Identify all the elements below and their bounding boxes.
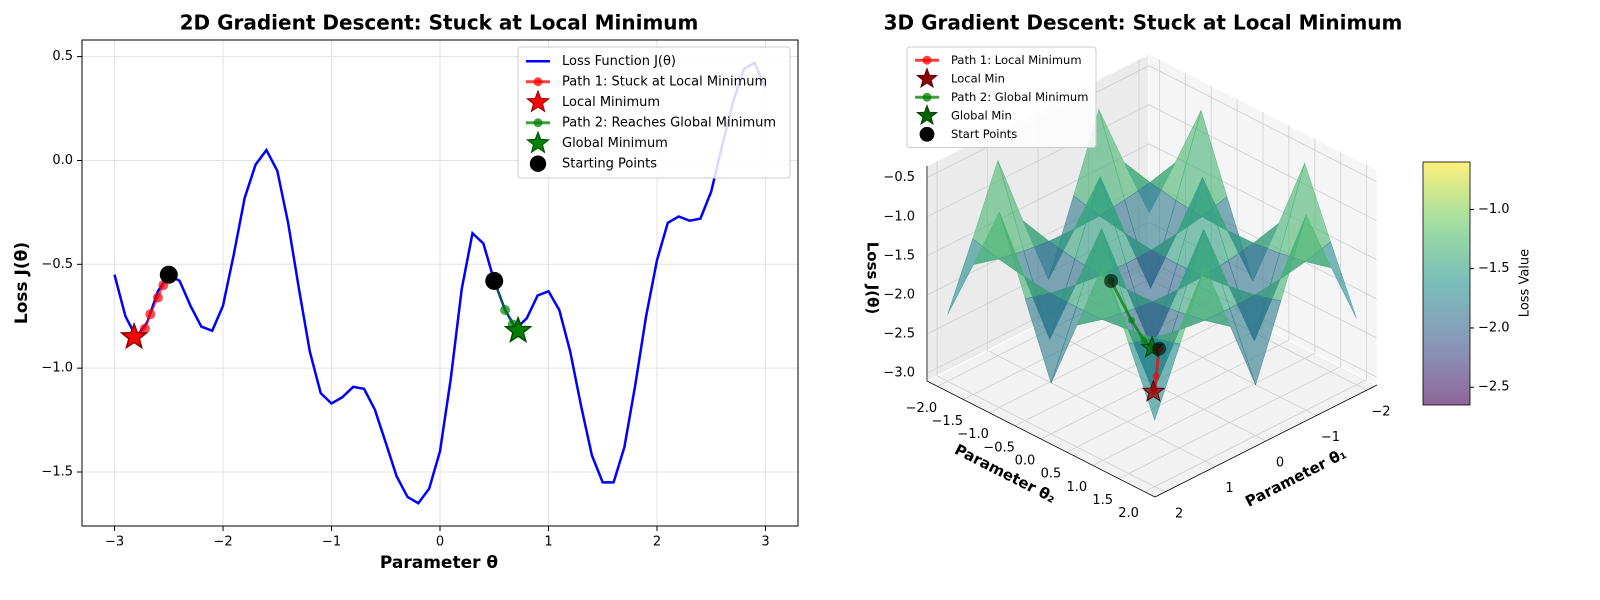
z-tick-label: −3.0 — [883, 366, 915, 381]
legend-star — [915, 67, 939, 89]
y-tick-label: −1.0 — [41, 361, 73, 376]
legend-label: Path 2: Reaches Global Minimum — [562, 115, 776, 130]
loss-curve — [113, 61, 767, 505]
legend-label: Path 1: Local Minimum — [951, 53, 1082, 67]
path-point — [1152, 372, 1160, 380]
legend-label: Start Points — [951, 127, 1017, 141]
legend-label: Global Minimum — [562, 136, 668, 151]
z-axis-label: Loss J(θ) — [864, 242, 882, 315]
y-tick-label: −1.5 — [931, 414, 963, 429]
x-tick-label: −2 — [1371, 405, 1390, 420]
legend-dot — [529, 155, 547, 172]
legend-star — [525, 130, 551, 154]
plot-frame — [81, 39, 799, 527]
y-tick-label: 0.0 — [52, 153, 73, 168]
x-axis-label: Parameter θ — [380, 553, 498, 573]
chart-title: 2D Gradient Descent: Stuck at Local Mini… — [180, 11, 699, 35]
x-tick-label: −2 — [213, 535, 232, 550]
legend-dot — [533, 77, 543, 87]
legend-star — [525, 89, 551, 113]
x-tick-label: 1 — [1225, 481, 1233, 496]
x-tick-label: 0 — [1276, 456, 1284, 471]
z-tick-label: −1.5 — [883, 248, 915, 263]
path-point — [152, 292, 163, 303]
x-tick-label: 1 — [544, 535, 552, 550]
x-tick-label: 2 — [1175, 506, 1183, 521]
start-point — [485, 271, 504, 290]
grid-line — [1144, 379, 1367, 493]
legend-label: Path 2: Global Minimum — [951, 90, 1088, 104]
y-tick-label: 0.5 — [52, 49, 73, 64]
legend-box — [906, 46, 1097, 148]
path-point — [139, 323, 150, 334]
y-tick-label: −0.5 — [41, 257, 73, 272]
path-point — [1140, 336, 1148, 344]
legend-label: Local Minimum — [562, 95, 660, 110]
x-tick-label: −1 — [322, 535, 341, 550]
grid-line — [1148, 65, 1378, 183]
legend-label: Path 1: Stuck at Local Minimum — [562, 74, 767, 89]
x-tick-label: 0 — [436, 535, 444, 550]
grid-line — [1118, 366, 1341, 479]
colorbar-tick-label: −2.0 — [1478, 320, 1510, 335]
y-tick-label: 1.0 — [1066, 480, 1087, 495]
path-point — [1128, 316, 1136, 324]
path-point — [500, 305, 511, 315]
start-point — [1152, 341, 1167, 356]
minimum-star — [503, 315, 533, 344]
grid-line — [1092, 353, 1315, 466]
minimum-star — [119, 321, 149, 350]
start-point — [159, 265, 178, 284]
axis-edge — [1154, 384, 1378, 498]
colorbar — [1422, 161, 1471, 406]
grid-line — [1148, 104, 1378, 222]
y-axis-label: Loss J(θ) — [12, 242, 32, 324]
y-tick-label: 2.0 — [1118, 506, 1139, 521]
legend-label: Loss Function J(θ) — [562, 54, 676, 69]
colorbar-tick-label: −1.5 — [1478, 261, 1510, 276]
legend-star — [915, 104, 939, 126]
legend-box — [517, 46, 791, 179]
z-tick-label: −0.5 — [883, 170, 915, 185]
path-point — [145, 309, 156, 320]
y-tick-label: −0.5 — [983, 440, 1015, 455]
axis-edge — [926, 380, 1156, 498]
colorbar-tick-label: −2.5 — [1478, 380, 1510, 395]
legend-dot — [533, 118, 543, 128]
x-tick-label: −3 — [105, 535, 124, 550]
x-tick-label: −1 — [1321, 430, 1340, 445]
y-tick-label: 0.5 — [1041, 467, 1062, 482]
legend-label: Starting Points — [562, 156, 657, 171]
minimum-star — [1141, 379, 1166, 402]
z-tick-label: −2.0 — [883, 288, 915, 303]
x-tick-label: 2 — [653, 535, 661, 550]
y-tick-label: −2.0 — [906, 401, 938, 416]
z-tick-label: −2.5 — [883, 327, 915, 342]
y-tick-label: 1.5 — [1092, 493, 1113, 508]
y-tick-label: −1.5 — [41, 465, 73, 480]
start-point — [1104, 274, 1119, 288]
y-tick-label: −1.0 — [957, 427, 989, 442]
z-tick-label: −1.0 — [883, 209, 915, 224]
legend-dot — [919, 126, 935, 142]
legend-dot — [922, 92, 932, 102]
legend-label: Local Min — [951, 71, 1005, 85]
legend-label: Global Min — [951, 108, 1012, 122]
x-tick-label: 3 — [761, 535, 769, 550]
grid-line — [1014, 313, 1238, 427]
colorbar-label: Loss Value — [1518, 249, 1533, 317]
y-tick-label: 0.0 — [1015, 454, 1036, 469]
chart-title: 3D Gradient Descent: Stuck at Local Mini… — [884, 11, 1403, 35]
legend-dot — [922, 55, 932, 65]
colorbar-tick-label: −1.0 — [1478, 202, 1510, 217]
grid-line — [926, 104, 1150, 218]
